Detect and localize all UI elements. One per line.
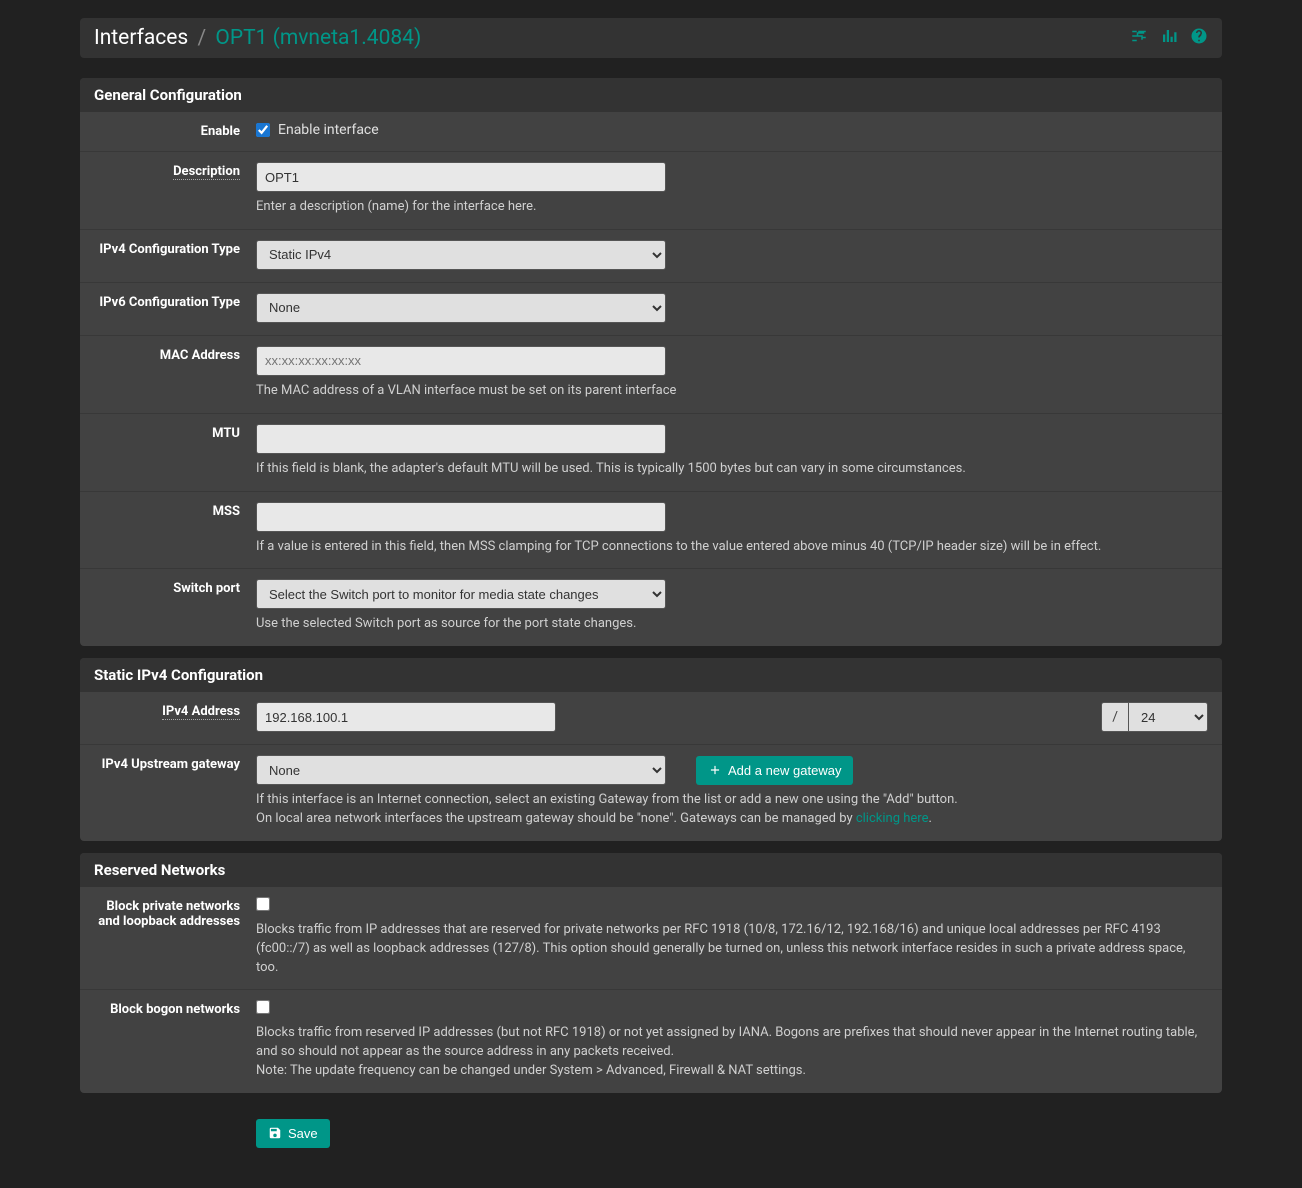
enable-checkbox[interactable] <box>256 123 270 137</box>
ipv6-type-select[interactable]: None <box>256 293 666 323</box>
label-block-bogon: Block bogon networks <box>80 990 250 1093</box>
panel-title: Static IPv4 Configuration <box>80 658 1222 692</box>
breadcrumb-separator: / <box>198 26 207 50</box>
enable-checkbox-label[interactable]: Enable interface <box>278 122 379 138</box>
label-ipv4-gateway: IPv4 Upstream gateway <box>80 745 250 841</box>
page-header: Interfaces / OPT1 (mvneta1.4084) <box>80 18 1222 58</box>
help-block-bogon: Blocks traffic from reserved IP addresse… <box>256 1024 1208 1081</box>
mss-input[interactable] <box>256 502 666 532</box>
row-switchport: Switch port Select the Switch port to mo… <box>80 569 1222 646</box>
label-ipv4-type: IPv4 Configuration Type <box>80 230 250 282</box>
label-mac: MAC Address <box>80 336 250 413</box>
save-area: Save <box>80 1105 1222 1148</box>
row-ipv4-type: IPv4 Configuration Type Static IPv4 <box>80 230 1222 283</box>
header-actions <box>1130 27 1208 49</box>
label-ipv6-type: IPv6 Configuration Type <box>80 283 250 335</box>
panel-reserved-networks: Reserved Networks Block private networks… <box>80 853 1222 1093</box>
row-enable: Enable Enable interface <box>80 112 1222 152</box>
row-block-bogon: Block bogon networks Blocks traffic from… <box>80 990 1222 1093</box>
panel-title: Reserved Networks <box>80 853 1222 887</box>
row-ipv4-address: IPv4 Address / 24 <box>80 692 1222 745</box>
save-button-label: Save <box>288 1126 318 1141</box>
add-gateway-button[interactable]: Add a new gateway <box>696 756 853 785</box>
row-mss: MSS If a value is entered in this field,… <box>80 492 1222 570</box>
row-block-private: Block private networks and loopback addr… <box>80 887 1222 991</box>
save-button[interactable]: Save <box>256 1119 330 1148</box>
panel-general-configuration: General Configuration Enable Enable inte… <box>80 78 1222 646</box>
block-private-checkbox[interactable] <box>256 897 270 911</box>
switchport-select[interactable]: Select the Switch port to monitor for me… <box>256 579 666 609</box>
description-input[interactable] <box>256 162 666 192</box>
label-mtu: MTU <box>80 414 250 491</box>
help-mss: If a value is entered in this field, the… <box>256 538 1208 557</box>
row-ipv4-gateway: IPv4 Upstream gateway None Add a new gat… <box>80 745 1222 841</box>
breadcrumb-part2[interactable]: OPT1 (mvneta1.4084) <box>215 26 421 50</box>
mtu-input[interactable] <box>256 424 666 454</box>
help-gateway: If this interface is an Internet connect… <box>256 791 1208 829</box>
label-mss: MSS <box>80 492 250 569</box>
help-icon[interactable] <box>1190 27 1208 49</box>
label-description: Description <box>80 152 250 229</box>
breadcrumb-part1[interactable]: Interfaces <box>94 26 188 50</box>
ipv4-address-input[interactable] <box>256 702 556 732</box>
help-switchport: Use the selected Switch port as source f… <box>256 615 1208 634</box>
help-mac: The MAC address of a VLAN interface must… <box>256 382 1208 401</box>
row-mtu: MTU If this field is blank, the adapter'… <box>80 414 1222 492</box>
ipv4-type-select[interactable]: Static IPv4 <box>256 240 666 270</box>
manage-gateways-link[interactable]: clicking here <box>856 811 929 826</box>
help-description: Enter a description (name) for the inter… <box>256 198 1208 217</box>
mac-input[interactable] <box>256 346 666 376</box>
panel-static-ipv4: Static IPv4 Configuration IPv4 Address /… <box>80 658 1222 841</box>
add-gateway-label: Add a new gateway <box>728 763 841 778</box>
sliders-icon[interactable] <box>1130 27 1148 49</box>
cidr-select[interactable]: 24 <box>1128 702 1208 732</box>
row-description: Description Enter a description (name) f… <box>80 152 1222 230</box>
breadcrumb: Interfaces / OPT1 (mvneta1.4084) <box>94 26 421 50</box>
label-switchport: Switch port <box>80 569 250 646</box>
stats-icon[interactable] <box>1160 27 1178 49</box>
panel-title: General Configuration <box>80 78 1222 112</box>
block-bogon-checkbox[interactable] <box>256 1000 270 1014</box>
help-mtu: If this field is blank, the adapter's de… <box>256 460 1208 479</box>
ipv4-gateway-select[interactable]: None <box>256 755 666 785</box>
label-ipv4-address: IPv4 Address <box>80 692 250 744</box>
row-mac: MAC Address The MAC address of a VLAN in… <box>80 336 1222 414</box>
plus-icon <box>708 763 722 777</box>
cidr-slash: / <box>1101 702 1128 732</box>
row-ipv6-type: IPv6 Configuration Type None <box>80 283 1222 336</box>
save-icon <box>268 1126 282 1140</box>
help-block-private: Blocks traffic from IP addresses that ar… <box>256 921 1208 978</box>
label-enable: Enable <box>80 112 250 151</box>
label-block-private: Block private networks and loopback addr… <box>80 887 250 990</box>
